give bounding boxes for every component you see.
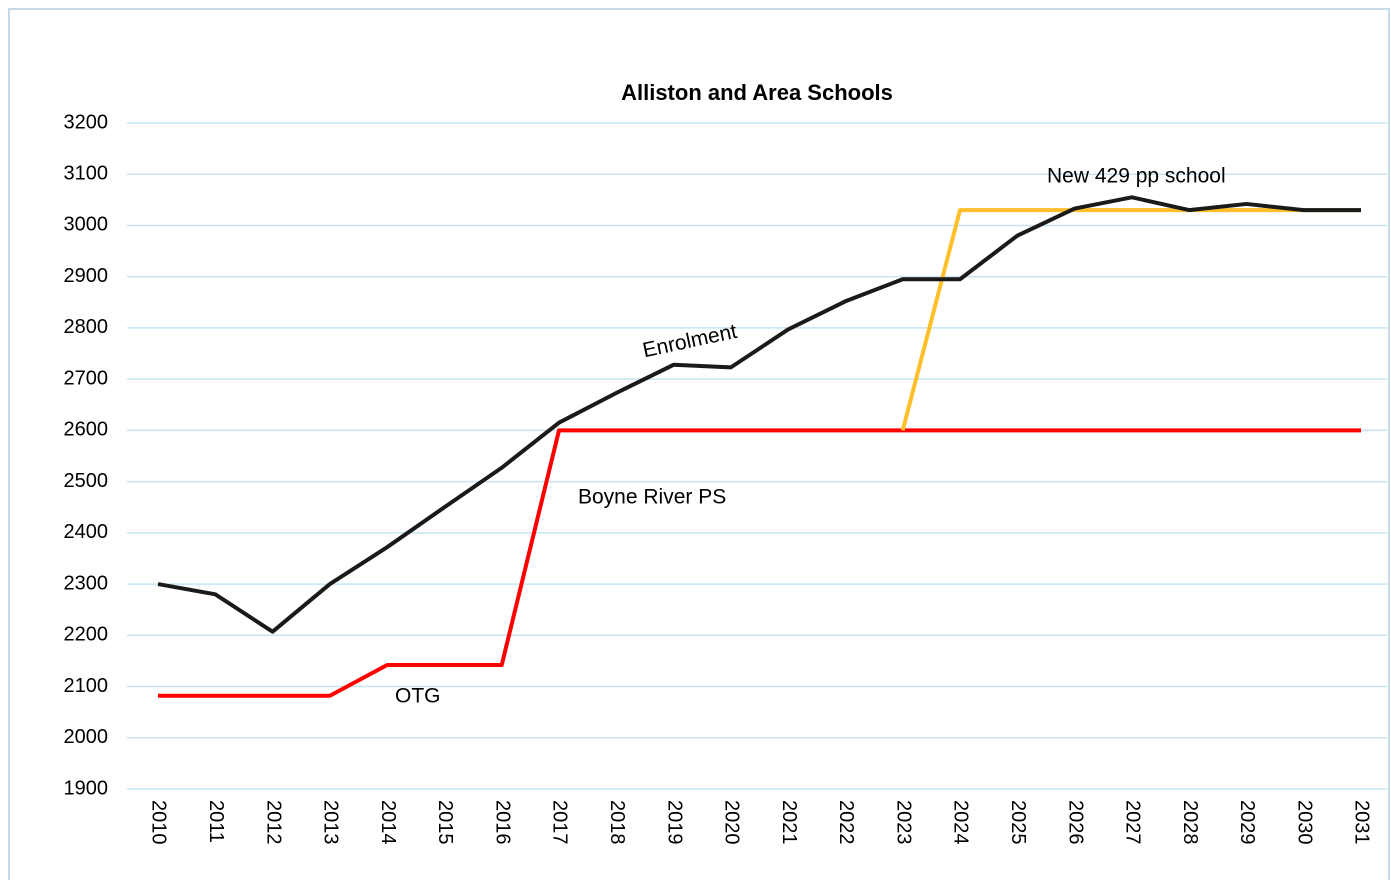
series-lines: [157, 195, 1361, 698]
annotation: Boyne River PS: [578, 486, 726, 509]
y-tick-label: 2800: [64, 316, 109, 338]
x-tick-label: 2013: [320, 800, 342, 845]
y-tick-label: 1900: [64, 777, 109, 799]
x-tick-label: 2029: [1236, 800, 1258, 845]
x-tick-label: 2011: [205, 800, 227, 843]
y-tick-label: 3000: [64, 214, 109, 236]
x-tick-label: 2018: [606, 800, 628, 845]
y-tick-label: 3200: [64, 111, 109, 133]
x-tick-label: 2021: [778, 800, 800, 845]
y-tick-label: 2700: [64, 367, 109, 389]
chart-title: Alliston and Area Schools: [621, 80, 893, 105]
x-tick-label: 2010: [148, 800, 170, 845]
x-tick-label: 2014: [377, 800, 399, 845]
x-tick-label: 2016: [491, 800, 513, 845]
series-line: [900, 208, 1361, 431]
x-tick-label: 2017: [549, 800, 571, 845]
y-tick-label: 2600: [64, 419, 109, 441]
series-line: [158, 428, 1361, 698]
series-label: OTG: [395, 685, 441, 708]
x-tick-label: 2028: [1179, 800, 1201, 845]
grid: [127, 122, 1387, 790]
x-tick-label: 2019: [663, 800, 685, 845]
x-tick-label: 2012: [262, 800, 284, 845]
x-tick-label: 2020: [721, 800, 743, 845]
series-label: New 429 pp school: [1047, 165, 1226, 188]
x-tick-label: 2027: [1122, 800, 1144, 845]
y-tick-label: 2300: [64, 572, 109, 594]
y-tick-label: 2500: [64, 470, 109, 492]
y-tick-label: 2400: [64, 521, 109, 543]
y-tick-label: 2100: [64, 675, 109, 697]
chart-frame: [8, 8, 1390, 880]
x-tick-label: 2030: [1293, 800, 1315, 845]
x-tick-label: 2024: [950, 800, 972, 845]
y-tick-label: 2200: [64, 624, 109, 646]
y-tick-label: 3100: [64, 163, 109, 185]
y-tick-label: 2900: [64, 265, 109, 287]
x-tick-label: 2022: [835, 800, 857, 845]
x-tick-label: 2023: [892, 800, 914, 845]
x-tick-label: 2031: [1351, 800, 1373, 845]
x-tick-label: 2026: [1064, 800, 1086, 845]
x-tick-label: 2025: [1007, 800, 1029, 845]
x-tick-label: 2015: [434, 800, 456, 845]
series-line: [157, 195, 1361, 634]
y-tick-label: 2000: [64, 726, 109, 748]
